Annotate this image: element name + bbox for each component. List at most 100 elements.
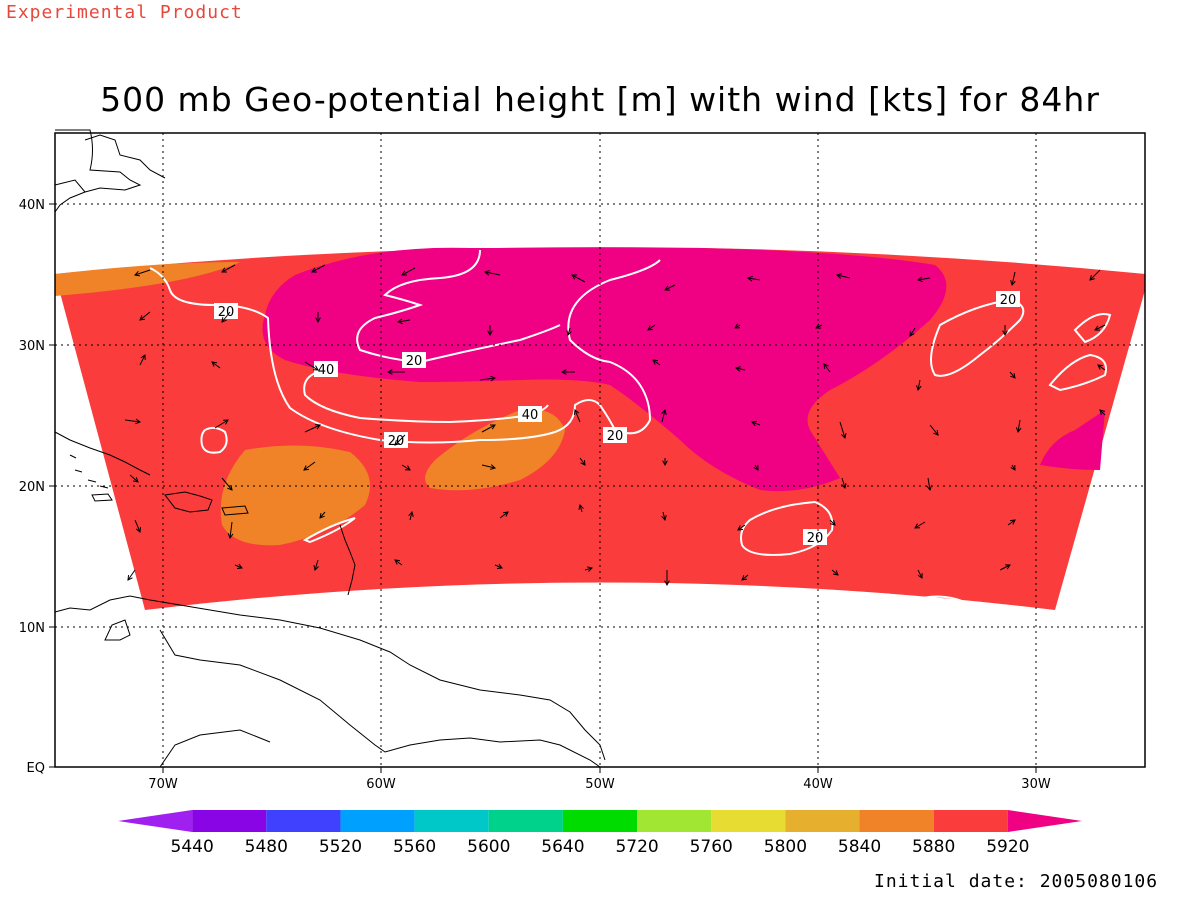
- latitude-labels: 40N 30N 20N 10N EQ: [19, 198, 45, 776]
- height-field-5920-region: [262, 247, 947, 492]
- coastline-lesser-antilles: [339, 524, 356, 596]
- wind-contour-20-west-cell: [200, 426, 228, 454]
- wind-arrow: [815, 324, 823, 329]
- wind-arrow: [909, 327, 916, 337]
- wind-arrow: [221, 477, 233, 491]
- wind-contour-20-bottom: [914, 595, 966, 603]
- wind-arrow-head: [1010, 280, 1016, 287]
- coastline-hispaniola: [164, 491, 213, 513]
- wind-arrow: [823, 363, 831, 373]
- svg-text:20: 20: [807, 531, 824, 546]
- wind-arrow-head: [661, 515, 667, 522]
- wind-arrow: [214, 419, 229, 429]
- colorbar-swatch: [1007, 810, 1082, 832]
- wind-arrow-head: [751, 420, 758, 427]
- wind-arrow: [647, 324, 656, 331]
- wind-arrow: [494, 564, 503, 569]
- lon-label-50w: 50W: [585, 777, 615, 792]
- wind-arrow: [319, 511, 326, 519]
- wind-contour-20-far-east-2: [1073, 313, 1112, 344]
- wind-arrow: [481, 464, 496, 469]
- wind-arrow-head: [490, 375, 497, 382]
- wind-arrow: [409, 511, 413, 521]
- svg-text:40: 40: [522, 408, 539, 423]
- wind-arrow: [401, 267, 416, 276]
- wind-arrow: [129, 474, 139, 483]
- map-title: 500 mb Geo-potential height [m] with win…: [100, 80, 1100, 119]
- coastline-cuba: [54, 431, 151, 476]
- wind-arrow-head: [652, 359, 659, 365]
- coastline-jamaica: [91, 493, 113, 502]
- wind-arrow-head: [490, 464, 497, 470]
- colorbar-label: 5760: [690, 837, 733, 857]
- wind-arrow: [499, 511, 509, 519]
- axis-ticks: [49, 203, 1037, 773]
- wind-arrow: [139, 354, 146, 366]
- wind-arrow: [304, 424, 321, 433]
- wind-arrow-head: [835, 273, 842, 279]
- wind-arrow-head: [741, 575, 748, 581]
- contour-label-2: 40: [314, 361, 338, 378]
- wind-arrow: [747, 277, 761, 281]
- wind-arrow: [479, 377, 496, 381]
- wind-arrow: [234, 564, 243, 569]
- wind-arrow: [652, 359, 661, 366]
- lat-label-30n: 30N: [19, 339, 45, 354]
- colorbar-label: 5920: [986, 837, 1029, 857]
- wind-arrow-head: [578, 503, 584, 510]
- wind-arrow-head: [830, 520, 836, 526]
- colorbar-swatch: [933, 810, 1008, 832]
- wind-arrow-head: [1010, 372, 1016, 379]
- wind-arrow: [397, 319, 411, 323]
- grid-lines: [55, 133, 1145, 767]
- wind-arrow: [917, 277, 931, 281]
- coastline-puerto-rico: [221, 505, 249, 516]
- height-field-5840-region-central: [425, 409, 565, 491]
- wind-arrow: [574, 409, 581, 423]
- height-field-5840-region-nw: [55, 262, 240, 296]
- colorbar-swatch: [711, 810, 786, 832]
- colorbar-swatch: [562, 810, 638, 832]
- colorbar-swatch: [340, 810, 415, 832]
- wind-arrow: [737, 524, 746, 531]
- colorbar-label: 5560: [393, 837, 436, 857]
- wind-arrow-head: [916, 385, 922, 392]
- wind-arrow-head: [236, 563, 243, 569]
- coastline-south-america-inland: [159, 629, 601, 768]
- wind-arrow-head: [127, 574, 133, 581]
- color-bar: 5440 5480 5520 5560 5600 5640 5720 5760 5800 5840…: [118, 810, 1082, 857]
- colorbar-swatch: [637, 810, 712, 832]
- wind-arrow-head: [487, 330, 493, 337]
- wind-arrow-head: [566, 330, 572, 337]
- wind-arrow-head: [737, 525, 744, 531]
- initial-date: Initial date: 2005080106: [874, 871, 1159, 892]
- wind-arrow-head: [753, 464, 759, 471]
- wind-arrow-head: [587, 566, 594, 572]
- colorbar-label: 5840: [838, 837, 881, 857]
- wind-arrow: [303, 461, 316, 471]
- wind-arrow: [751, 421, 761, 426]
- coastlines: [54, 129, 606, 768]
- height-field-5840-region-caribbean: [220, 445, 370, 546]
- wind-arrow: [1009, 371, 1016, 379]
- longitude-labels: 70W 60W 50W 40W 30W: [148, 777, 1051, 792]
- wind-arrow-head: [662, 460, 668, 467]
- wind-arrow-head: [1002, 330, 1008, 337]
- wind-arrow-head: [404, 465, 411, 471]
- contour-label-1: 20: [214, 303, 238, 320]
- lon-label-30w: 30W: [1021, 777, 1051, 792]
- colorbar-label: 5800: [764, 837, 807, 857]
- wind-arrow: [401, 464, 411, 471]
- wind-arrow: [1097, 364, 1106, 371]
- contour-label-8: 20: [996, 291, 1020, 308]
- wind-arrow-head: [408, 510, 414, 517]
- wind-arrow-head: [315, 317, 321, 324]
- wind-arrow: [394, 559, 403, 566]
- wind-arrow: [584, 567, 593, 571]
- wind-contour-20-sw: [302, 517, 356, 544]
- wind-arrow-head: [571, 274, 578, 280]
- colorbar-swatch: [192, 810, 267, 832]
- wind-arrow-head: [1099, 409, 1105, 415]
- svg-text:20: 20: [1000, 293, 1017, 308]
- colorbar-swatch: [785, 810, 860, 832]
